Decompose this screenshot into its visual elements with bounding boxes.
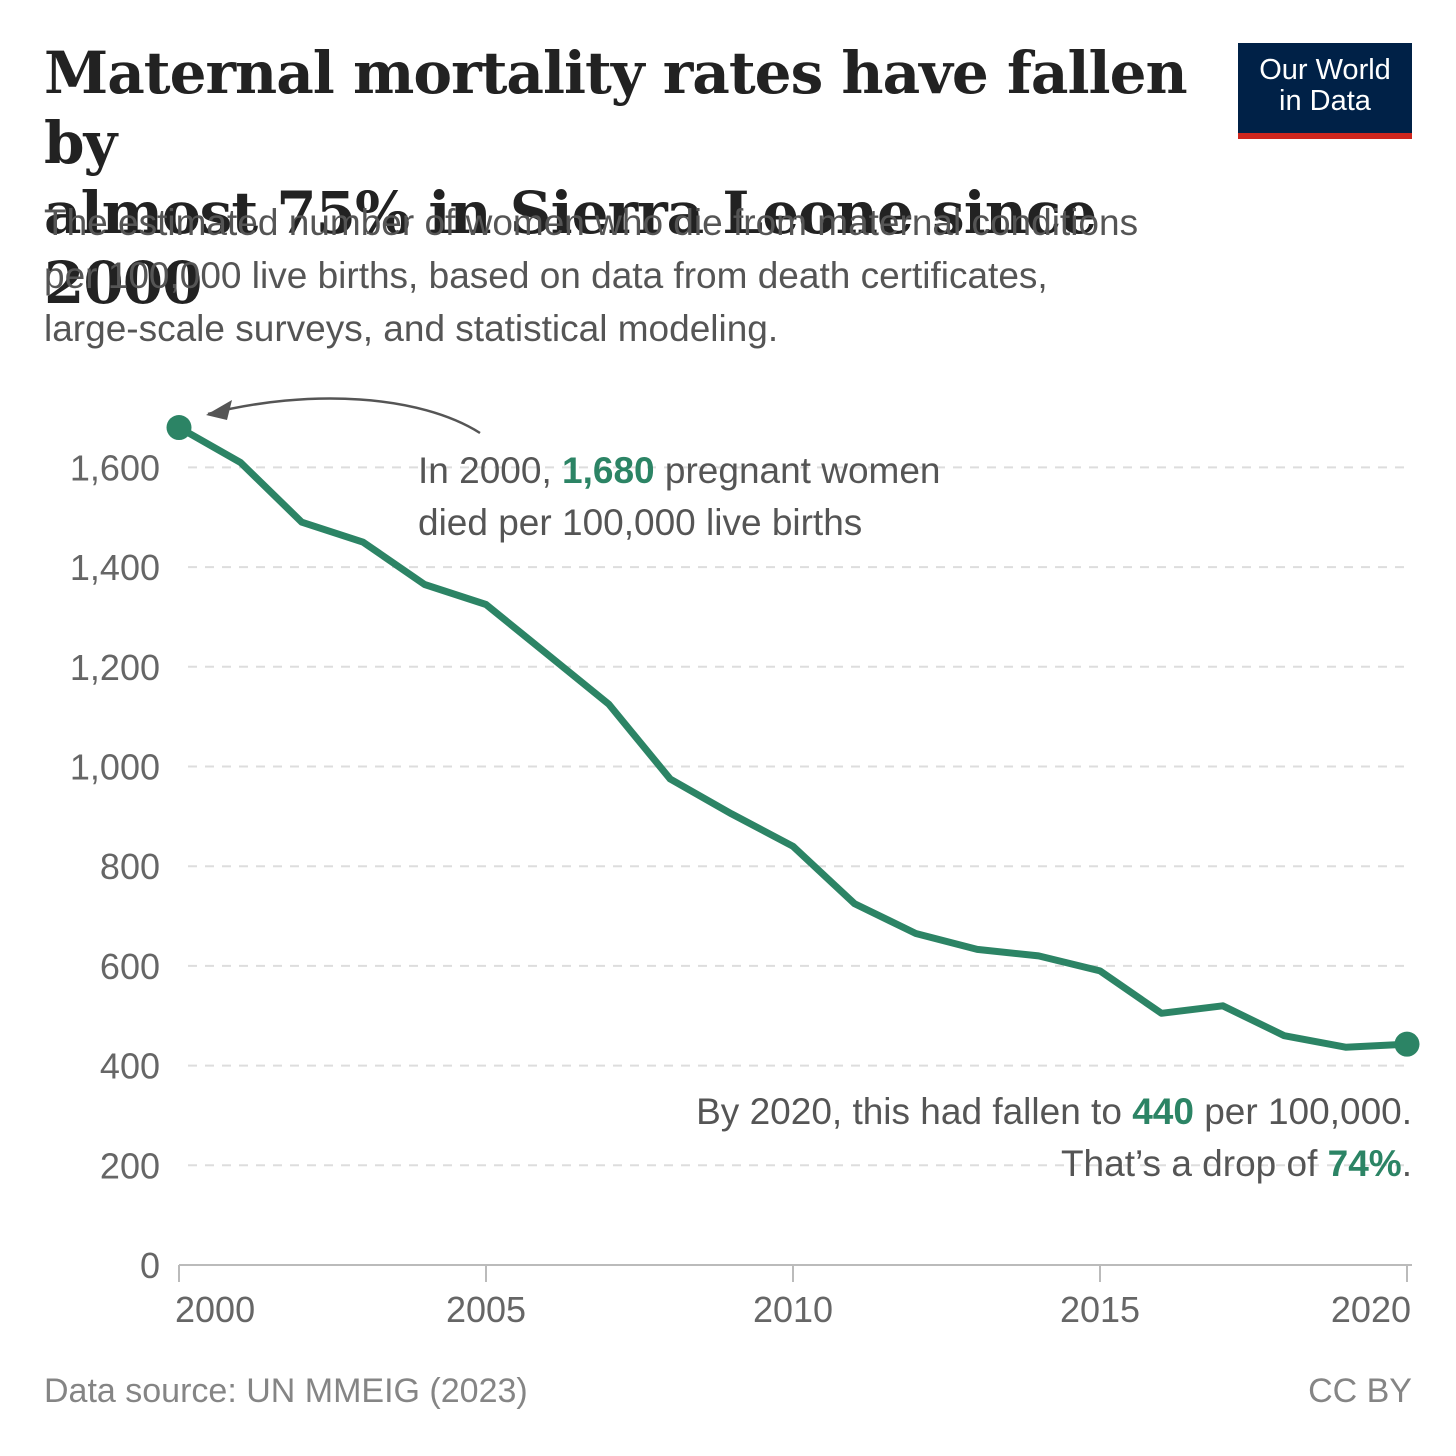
grid-lines (188, 466, 1412, 1167)
our-world-in-data-logo[interactable]: Our World in Data (1238, 43, 1412, 139)
annotation-arrowhead-icon (206, 400, 232, 420)
y-tick-label-800: 800 (100, 846, 160, 887)
data-point-2020[interactable] (1394, 1031, 1420, 1057)
y-tick-label-1400: 1,400 (70, 547, 160, 588)
y-tick-label-1000: 1,000 (70, 747, 160, 788)
y-tick-label-1200: 1,200 (70, 647, 160, 688)
subtitle-line-1: The estimated number of women who die fr… (44, 202, 1139, 243)
annotation-2000-prefix: In 2000, (418, 450, 562, 491)
annotation-2020-line-2: That’s a drop of 74%. (1061, 1143, 1412, 1184)
annotation-2020-value: 440 (1132, 1091, 1194, 1132)
logo-line-2: in Data (1279, 85, 1371, 117)
annotation-2000-value: 1,680 (562, 450, 655, 491)
subtitle-line-2: per 100,000 live births, based on data f… (44, 255, 1048, 296)
x-axis-labels: 2000 2005 2010 2015 2020 (175, 1289, 1411, 1330)
y-tick-label-0: 0 (140, 1245, 160, 1286)
chart-title: Maternal mortality rates have fallen by … (44, 38, 1214, 318)
x-tick-label-2015: 2015 (1060, 1289, 1140, 1330)
annotation-2020-line-1: By 2020, this had fallen to 440 per 100,… (696, 1091, 1412, 1132)
data-point-2000[interactable] (166, 415, 192, 441)
y-tick-label-600: 600 (100, 946, 160, 987)
x-tick-label-2010: 2010 (753, 1289, 833, 1330)
title-line-2: almost 75% in Sierra Leone since 2000 (44, 179, 1097, 317)
data-source: Data source: UN MMEIG (2023) (44, 1372, 528, 1410)
series-line-0 (175, 424, 1411, 1051)
annotation-2000-line-2: died per 100,000 live births (418, 502, 862, 543)
y-tick-label-200: 200 (100, 1145, 160, 1186)
y-tick-label-1600: 1,600 (70, 447, 160, 488)
x-tick-label-2005: 2005 (446, 1289, 526, 1330)
annotation-arrow (207, 397, 481, 435)
subtitle-line-3: large-scale surveys, and statistical mod… (44, 308, 779, 349)
x-tick-label-2000: 2000 (175, 1289, 255, 1330)
annotation-drop-suffix: . (1402, 1143, 1412, 1184)
x-axis (178, 1264, 1412, 1282)
title-line-1: Maternal mortality rates have fallen by (44, 39, 1188, 177)
chart-subtitle: The estimated number of women who die fr… (44, 196, 1344, 355)
annotation-drop-prefix: That’s a drop of (1061, 1143, 1328, 1184)
y-tick-label-400: 400 (100, 1046, 160, 1087)
annotation-drop-value: 74% (1328, 1143, 1402, 1184)
series-group (166, 415, 1420, 1057)
logo-line-1: Our World (1259, 54, 1391, 86)
y-axis-labels: 0 200 400 600 800 1,000 1,200 1,400 1,600 (70, 447, 160, 1286)
annotation-2000-suffix: pregnant women (655, 450, 941, 491)
annotation-2020-suffix: per 100,000. (1194, 1091, 1412, 1132)
annotation-2000-line-1: In 2000, 1,680 pregnant women (418, 450, 941, 491)
license-link[interactable]: CC BY (1308, 1372, 1412, 1410)
x-tick-label-2020: 2020 (1331, 1289, 1411, 1330)
annotation-2020-prefix: By 2020, this had fallen to (696, 1091, 1132, 1132)
